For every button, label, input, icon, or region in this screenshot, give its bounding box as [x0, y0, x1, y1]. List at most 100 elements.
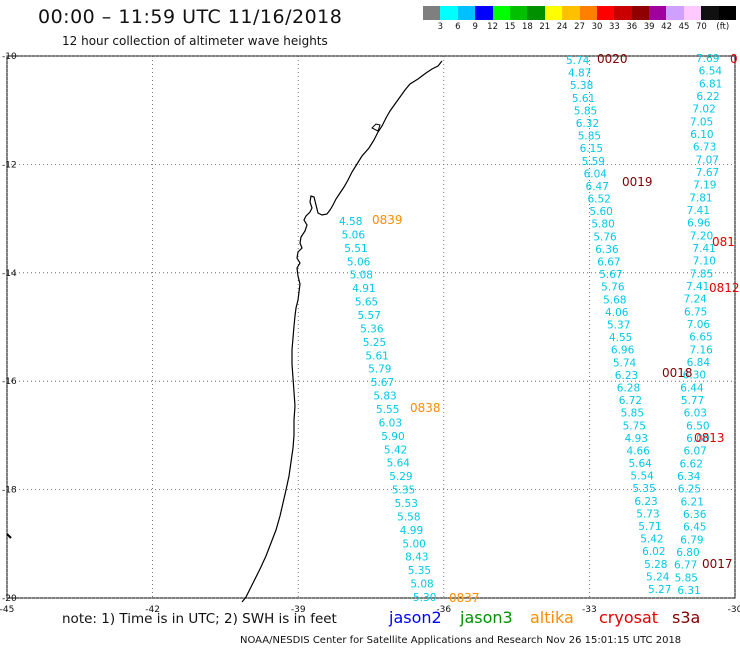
swh-value: 6.15	[580, 143, 603, 155]
legend-swatch	[475, 6, 493, 20]
swh-value: 7.06	[687, 319, 711, 331]
swh-value: 5.55	[376, 404, 399, 416]
swh-value: 7.19	[693, 180, 716, 192]
legend-label: 30	[591, 22, 603, 32]
swh-value: 7.16	[689, 344, 713, 356]
swh-value: 7.10	[693, 256, 716, 268]
swh-value: 5.06	[342, 229, 366, 241]
legend-swatch	[631, 6, 650, 20]
legend-label: 42	[661, 22, 673, 32]
lon-tick-label: -30	[728, 605, 740, 615]
swh-value: 6.54	[699, 66, 723, 78]
swh-value: 5.79	[368, 364, 391, 376]
swh-value: 5.61	[572, 93, 595, 105]
legend-swatch	[509, 6, 528, 20]
swh-value: 6.75	[684, 306, 707, 318]
legend-label: 9	[472, 22, 478, 32]
lon-tick-label: -39	[291, 605, 306, 615]
swh-value: 5.85	[578, 131, 601, 143]
swh-value: 6.25	[678, 484, 701, 496]
coastline-marker	[6, 533, 12, 539]
swh-value: 5.75	[623, 420, 646, 432]
swh-value: 6.10	[690, 129, 713, 141]
swh-value: 7.41	[686, 281, 709, 293]
swh-value: 8.43	[405, 552, 428, 564]
swh-value: 6.31	[677, 585, 700, 597]
swh-value: 5.58	[397, 511, 420, 523]
swh-value: 7.02	[692, 104, 715, 116]
swh-value: 5.51	[344, 243, 367, 255]
swh-value: 5.06	[347, 256, 371, 268]
color-scale-labels: 3 6 9 12 15 18 21 24 27 30 33 36 39 42 45 70 (ft)	[423, 22, 736, 34]
swh-value: 6.36	[683, 509, 707, 521]
swh-value: 6.03	[684, 408, 707, 420]
swh-value: 5.64	[387, 458, 411, 470]
lat-tick-label: -10	[2, 52, 17, 62]
coastline	[241, 60, 443, 603]
legend-swatch	[423, 6, 441, 20]
satellite-jason2: jason2	[389, 608, 442, 627]
swh-value: 5.73	[636, 508, 659, 520]
axis-tick-labels: -45 -42 -39 -36 -33 -30 -10 -12 -14 -16 -18 -20	[0, 52, 740, 615]
legend-swatch	[718, 6, 737, 20]
swh-value: 5.53	[395, 498, 418, 510]
swh-value: 5.68	[603, 294, 626, 306]
swh-value: 5.28	[644, 559, 667, 571]
coastline-island	[371, 123, 381, 132]
swh-value: 5.30	[413, 592, 436, 604]
swh-value: 6.02	[642, 546, 665, 558]
swh-value: 5.85	[621, 408, 644, 420]
swh-value: 7.24	[683, 294, 707, 306]
altimeter-tracks: 4.585.065.515.065.084.915.655.575.365.25…	[339, 53, 722, 604]
swh-value: 5.25	[363, 337, 386, 349]
legend-swatch	[614, 6, 632, 20]
legend-swatch	[596, 6, 615, 20]
pass-label-0838: 0838	[410, 401, 441, 415]
swh-value: 5.76	[593, 231, 617, 243]
swh-value: 4.87	[568, 68, 591, 80]
lat-tick-label: -20	[2, 594, 17, 604]
swh-value: 7.41	[687, 205, 710, 217]
swh-value: 7.81	[689, 192, 712, 204]
swh-value: 6.21	[681, 496, 704, 508]
swh-value: 6.30	[683, 370, 706, 382]
pass-label-edge: 0	[730, 52, 738, 66]
swh-value: 5.59	[582, 156, 605, 168]
legend-swatch	[562, 6, 580, 20]
swh-value: 4.93	[625, 433, 648, 445]
map-title: 00:00 – 11:59 UTC 11/16/2018	[38, 6, 343, 28]
swh-value: 5.08	[350, 270, 373, 282]
swh-value: 5.35	[632, 483, 655, 495]
swh-value: 5.74	[566, 55, 590, 67]
satellite-cryosat: cryosat	[599, 608, 659, 627]
swh-value: 4.66	[627, 445, 651, 457]
legend-label: (ft)	[716, 22, 730, 32]
swh-value: 6.36	[595, 244, 619, 256]
swh-value: 6.23	[615, 370, 638, 382]
swh-value: 5.85	[574, 105, 597, 117]
swh-value: 5.67	[599, 269, 622, 281]
swh-value: 6.50	[686, 420, 709, 432]
legend-label: 39	[643, 22, 655, 32]
legend-swatch	[492, 6, 510, 20]
swh-value: 6.32	[576, 118, 599, 130]
swh-value: 6.67	[597, 257, 620, 269]
legend-label: 24	[556, 22, 568, 32]
swh-value: 6.84	[687, 357, 711, 369]
legend-label: 45	[678, 22, 690, 32]
swh-value: 6.73	[693, 142, 716, 154]
swh-value: 7.67	[696, 167, 719, 179]
swh-value: 7.20	[690, 230, 713, 242]
swh-value: 7.05	[690, 116, 713, 128]
lon-tick-label: -42	[145, 605, 160, 615]
legend-label: 27	[574, 22, 586, 32]
swh-value: 5.76	[601, 282, 625, 294]
swh-value: 5.65	[355, 297, 378, 309]
lat-tick-label: -14	[2, 269, 17, 279]
legend-label: 36	[626, 22, 638, 32]
lat-tick-label: -12	[2, 160, 17, 170]
swh-value: 6.65	[689, 332, 712, 344]
legend-label: 70	[695, 22, 707, 32]
swh-value: 7.41	[692, 243, 715, 255]
